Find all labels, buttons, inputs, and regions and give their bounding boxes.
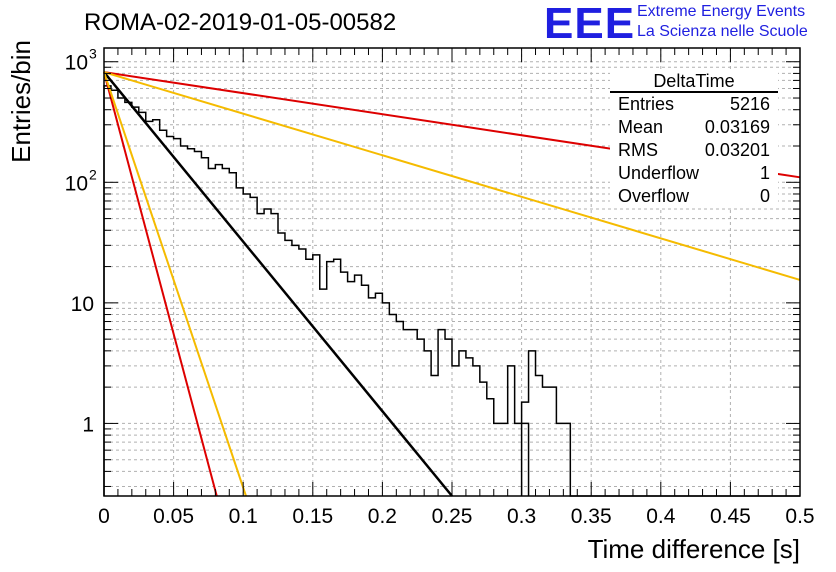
x-axis-label: Time difference [s] — [588, 534, 800, 564]
run-title: ROMA-02-2019-01-05-00582 — [84, 9, 397, 36]
y-axis-label: Entries/bin — [6, 40, 36, 163]
y-tick-label: 1 — [82, 413, 94, 436]
fit-line — [103, 71, 453, 497]
fit-line — [103, 71, 247, 497]
fit-line — [103, 71, 801, 281]
x-tick-label: 0.05 — [153, 505, 194, 528]
x-tick-label: 0.5 — [785, 505, 814, 528]
stats-label: Entries — [618, 94, 675, 114]
fit-lines — [103, 71, 801, 497]
stats-box: DeltaTime Entries 5216 Mean 0.03169 RMS … — [610, 71, 778, 208]
stats-label: Underflow — [618, 163, 700, 183]
y-tick-exponent: 2 — [89, 166, 97, 182]
logo-line-2: La Scienza nelle Scuole — [637, 23, 808, 40]
stats-value: 1 — [759, 163, 770, 183]
stats-label: Mean — [618, 117, 664, 137]
histogram-bin — [520, 422, 530, 496]
x-tick-label: 0.1 — [229, 505, 258, 528]
x-tick-label: 0.35 — [571, 505, 612, 528]
x-tick-label: 0.45 — [710, 505, 751, 528]
x-tick-label: 0.3 — [507, 505, 536, 528]
stats-row-overflow: Overflow 0 — [610, 185, 778, 208]
x-tick-label: 0.4 — [646, 505, 676, 528]
stats-title: DeltaTime — [610, 71, 778, 93]
stats-value: 0 — [759, 186, 770, 206]
stats-row-underflow: Underflow 1 — [610, 162, 778, 185]
stats-label: RMS — [618, 140, 658, 160]
stats-value: 0.03201 — [704, 140, 770, 160]
stats-row-entries: Entries 5216 — [610, 93, 778, 116]
stats-row-mean: Mean 0.03169 — [610, 116, 778, 139]
x-tick-label: 0.15 — [292, 505, 333, 528]
axis-ticks — [103, 48, 801, 496]
x-tick-label: 0 — [98, 505, 110, 528]
y-tick-label: 10 — [71, 293, 94, 316]
stats-value: 5216 — [729, 94, 770, 114]
stats-value: 0.03169 — [704, 117, 770, 137]
stats-label: Overflow — [618, 186, 690, 206]
eee-logo-mark: EEE — [544, 0, 636, 48]
y-tick-label: 10 — [65, 52, 88, 75]
y-tick-label: 10 — [65, 172, 88, 195]
y-tick-exponent: 3 — [89, 46, 97, 62]
x-tick-label: 0.25 — [432, 505, 473, 528]
x-tick-label: 0.2 — [368, 505, 397, 528]
x-tick-labels: 0 0.05 0.1 0.15 0.2 0.25 0.3 0.35 0.4 0.45 0.5 — [98, 505, 814, 528]
stats-row-rms: RMS 0.03201 — [610, 139, 778, 162]
logo-line-1: Extreme Energy Events — [637, 3, 806, 20]
fit-line — [103, 71, 218, 497]
